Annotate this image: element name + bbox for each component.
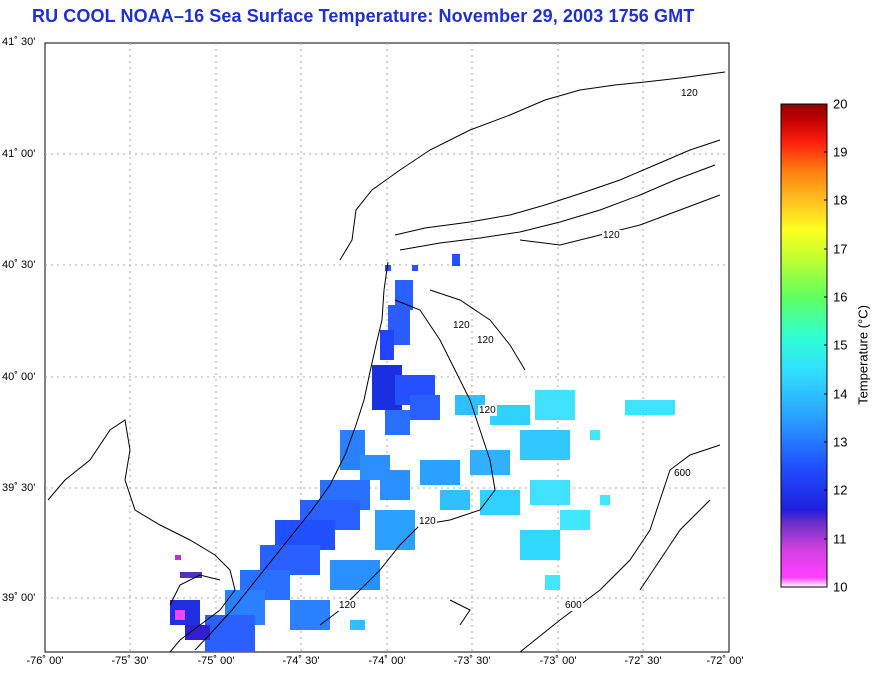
contour-label: 600 bbox=[564, 600, 583, 611]
colorbar-ticks bbox=[824, 103, 827, 588]
lon-label: -75˚ 30' bbox=[111, 655, 149, 667]
lat-label: 39˚ 00' bbox=[2, 592, 36, 604]
contour-label: 120 bbox=[478, 405, 497, 416]
lon-label: -76˚ 00' bbox=[26, 655, 64, 667]
colorbar-tick-label: 15 bbox=[833, 337, 848, 353]
colorbar-tick-label: 19 bbox=[833, 144, 848, 160]
sst-pixels bbox=[170, 254, 675, 652]
lon-label: -73˚ 30' bbox=[453, 655, 491, 667]
colorbar bbox=[780, 103, 828, 588]
lon-label: -74˚ 30' bbox=[282, 655, 320, 667]
colorbar-tick-label: 11 bbox=[833, 531, 847, 547]
contour-label: 120 bbox=[418, 516, 437, 527]
contour-label: 120 bbox=[476, 335, 495, 346]
colorbar-tick-label: 10 bbox=[833, 579, 848, 595]
colorbar-tick-label: 18 bbox=[833, 192, 848, 208]
coastline bbox=[47, 71, 726, 652]
contour-label: 120 bbox=[602, 230, 621, 241]
colorbar-tick-label: 17 bbox=[833, 241, 848, 257]
lon-label: -74˚ 00' bbox=[368, 655, 406, 667]
lat-label: 41˚ 30' bbox=[2, 36, 36, 48]
map-title: RU COOL NOAA–16 Sea Surface Temperature:… bbox=[32, 6, 695, 26]
lon-label: -72˚ 00' bbox=[706, 655, 744, 667]
lat-label: 41˚ 00' bbox=[2, 148, 36, 160]
contour-label: 120 bbox=[680, 88, 699, 99]
contour-label: 600 bbox=[673, 468, 692, 479]
lat-label: 40˚ 00' bbox=[2, 371, 36, 383]
lon-label: -73˚ 00' bbox=[539, 655, 577, 667]
colorbar-tick-label: 12 bbox=[833, 482, 848, 498]
colorbar-tick-label: 14 bbox=[833, 386, 848, 402]
lon-label: -75˚ 00' bbox=[197, 655, 235, 667]
lat-label: 40˚ 30' bbox=[2, 259, 36, 271]
colorbar-title: Temperature (°C) bbox=[855, 305, 871, 405]
contour-label: 120 bbox=[452, 320, 471, 331]
colorbar-tick-label: 13 bbox=[833, 434, 848, 450]
colorbar-tick-label: 20 bbox=[833, 96, 848, 112]
contour-label: 120 bbox=[338, 600, 357, 611]
colorbar-tick-label: 16 bbox=[833, 289, 848, 305]
lon-label: -72˚ 30' bbox=[624, 655, 662, 667]
lat-label: 39˚ 30' bbox=[2, 482, 36, 494]
